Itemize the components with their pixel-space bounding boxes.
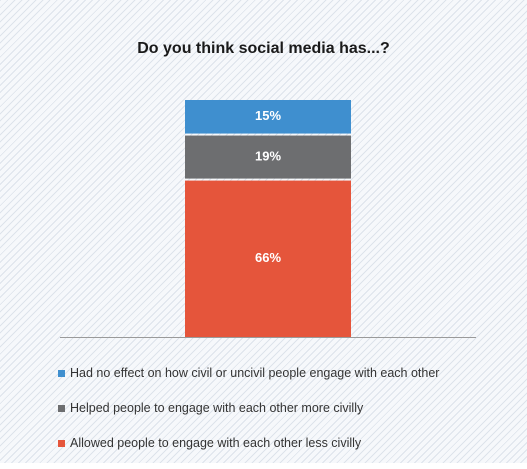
data-label-no-effect: 15% [255,108,281,123]
legend-item-no-effect: Had no effect on how civil or uncivil pe… [58,364,439,382]
legend-swatch-no-effect [58,369,65,377]
legend-item-more-civil: Helped people to engage with each other … [58,399,439,417]
legend-label-less-civil: Allowed people to engage with each other… [70,436,362,450]
legend: Had no effect on how civil or uncivil pe… [58,364,439,469]
data-label-more-civil: 19% [255,149,281,164]
bar-segment-no-effect [185,100,351,134]
bar-segment-more-civil [185,135,351,179]
data-label-less-civil: 66% [255,250,281,265]
legend-swatch-less-civil [58,439,65,447]
chart-title: Do you think social media has...? [137,40,390,57]
legend-swatch-more-civil [58,404,65,412]
legend-label-no-effect: Had no effect on how civil or uncivil pe… [70,366,440,380]
legend-item-less-civil: Allowed people to engage with each other… [58,434,439,452]
legend-label-more-civil: Helped people to engage with each other … [70,401,364,415]
bar-segment-less-civil [185,180,351,337]
